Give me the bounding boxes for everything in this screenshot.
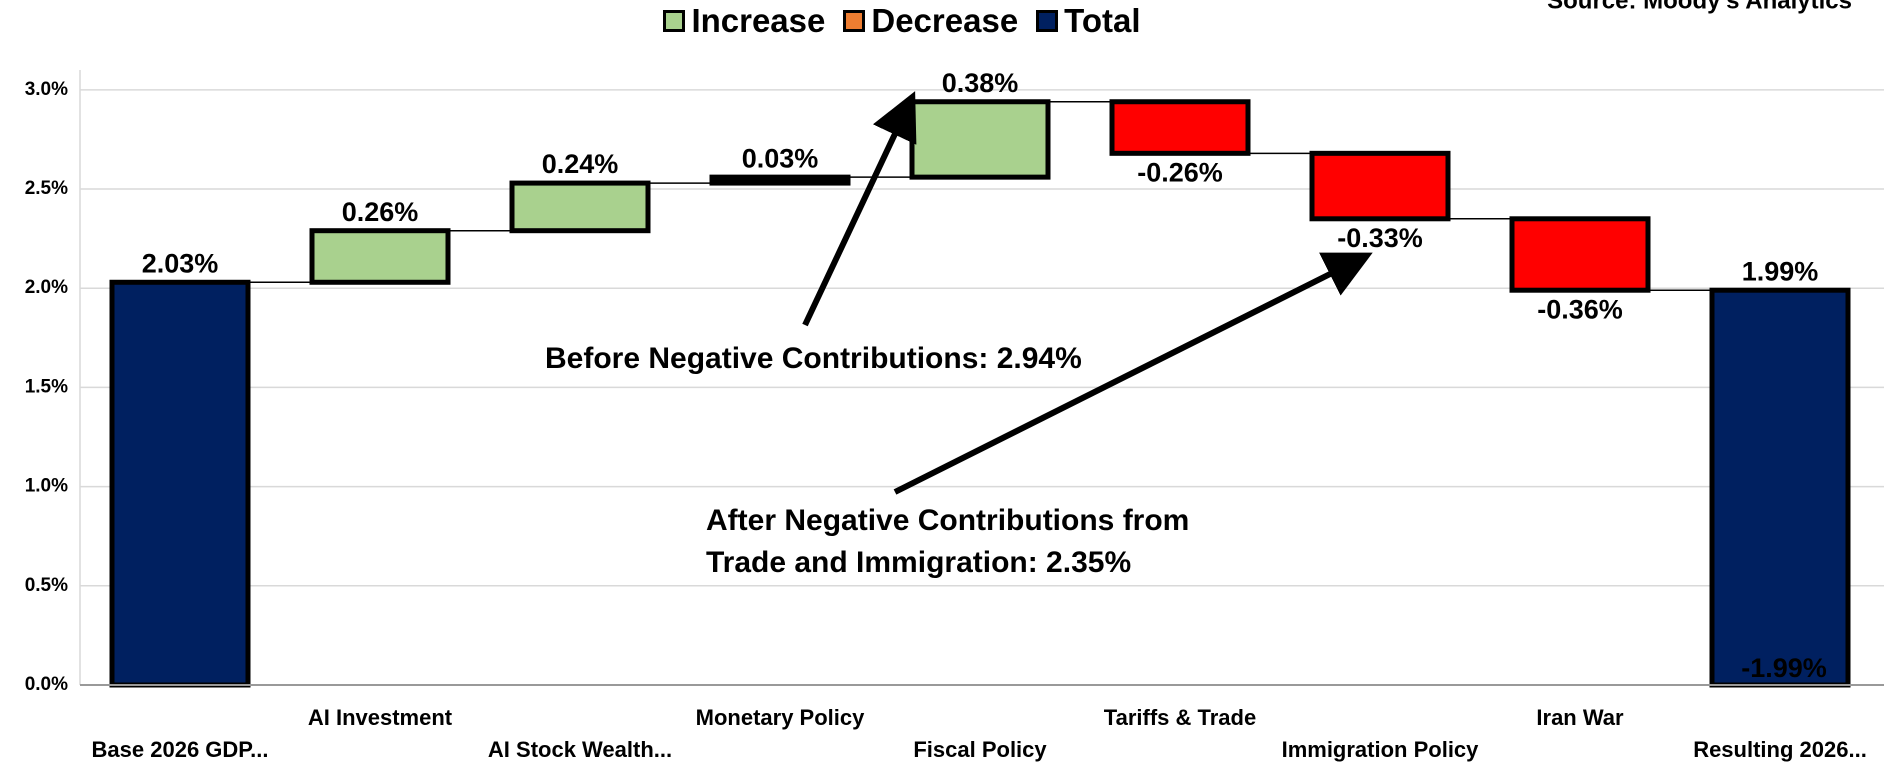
legend-item: Total xyxy=(1036,2,1141,40)
x-tick-label: Immigration Policy xyxy=(1282,737,1480,762)
legend-swatch xyxy=(1036,10,1059,32)
legend-label: Decrease xyxy=(871,2,1019,39)
x-tick-label: AI Investment xyxy=(308,705,453,730)
y-tick-label: 0.5% xyxy=(25,575,68,596)
value-label: -0.36% xyxy=(1537,294,1623,324)
bar xyxy=(709,174,851,186)
y-tick-label: 2.5% xyxy=(25,178,68,199)
x-tick-label: AI Stock Wealth... xyxy=(488,737,672,762)
legend-label: Total xyxy=(1064,2,1141,39)
annotation: Trade and Immigration: 2.35% xyxy=(706,546,1131,579)
value-label: 0.03% xyxy=(742,143,819,173)
y-tick-label: 2.0% xyxy=(25,277,68,298)
bar xyxy=(909,99,1051,180)
y-tick-label: 1.5% xyxy=(25,376,68,397)
x-tick-label: Tariffs & Trade xyxy=(1104,705,1256,730)
bar xyxy=(109,279,251,688)
source: Source: Moody's Analytics xyxy=(1547,0,1852,14)
annotation: After Negative Contributions from xyxy=(706,504,1189,537)
legend: Increase Decrease Total xyxy=(0,2,1884,40)
legend-label: Increase xyxy=(691,2,826,39)
y-tick-label: 0.0% xyxy=(25,674,68,695)
x-tick-label: Resulting 2026... xyxy=(1693,737,1867,762)
y-tick-label: 1.0% xyxy=(25,476,68,497)
x-tick-label: Base 2026 GDP... xyxy=(92,737,269,762)
legend-swatch xyxy=(663,10,686,32)
bar xyxy=(509,180,651,234)
value-label: 0.26% xyxy=(342,197,419,227)
legend-item: Increase xyxy=(663,2,825,40)
bar xyxy=(1309,150,1451,222)
value-label: 0.24% xyxy=(542,149,619,179)
value-label: -0.26% xyxy=(1137,157,1223,187)
bar xyxy=(309,228,451,285)
bar xyxy=(1509,216,1651,293)
value-label: 1.99% xyxy=(1742,256,1819,286)
x-tick-label: Fiscal Policy xyxy=(913,737,1047,762)
bar xyxy=(1709,287,1851,688)
x-tick-label: Iran War xyxy=(1536,705,1624,730)
annotation-arrow xyxy=(802,91,917,327)
legend-item: Decrease xyxy=(843,2,1018,40)
value-label: -0.33% xyxy=(1337,223,1423,253)
bar xyxy=(1109,99,1251,156)
y-tick-label: 3.0% xyxy=(25,79,68,100)
annotation-arrow xyxy=(893,252,1373,495)
x-tick-label: Monetary Policy xyxy=(696,705,865,730)
extra-label: -1.99% xyxy=(1741,653,1827,683)
value-label: 0.38% xyxy=(942,68,1019,98)
legend-swatch xyxy=(843,10,866,32)
value-label: 2.03% xyxy=(142,248,219,278)
annotation: Before Negative Contributions: 2.94% xyxy=(545,342,1082,375)
